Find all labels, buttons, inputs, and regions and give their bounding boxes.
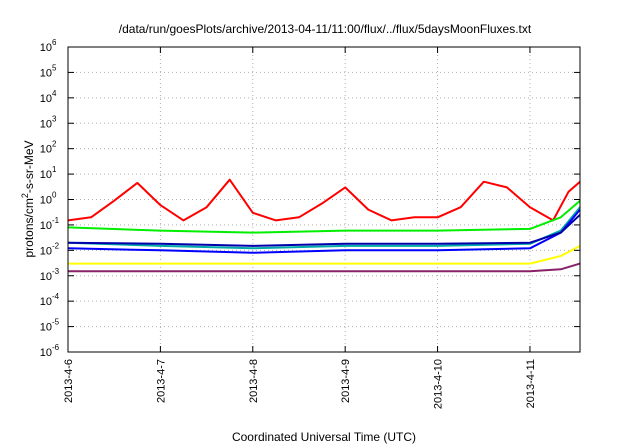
y-tick-base: 10 [40, 347, 52, 359]
y-tick-exponent: 1 [52, 165, 57, 174]
y-tick-label: 10 [40, 322, 52, 334]
y-tick-label: 10 [40, 220, 52, 232]
y-tick-base: 10 [40, 245, 52, 257]
y-tick-base: 10 [40, 220, 52, 232]
y-tick-base: 10 [40, 144, 52, 156]
y-tick-exponent: 4 [52, 89, 57, 98]
y-tick-label: 10 [40, 271, 52, 283]
y-tick-label: 10 [40, 347, 52, 359]
x-axis-label: Coordinated Universal Time (UTC) [232, 430, 416, 444]
series-line-1 [67, 178, 581, 222]
y-tick-label: 10 [40, 144, 52, 156]
y-tick-exponent: 0 [52, 191, 57, 200]
y-tick-label: 10 [40, 67, 52, 79]
y-tick-exponent: 5 [52, 63, 57, 72]
y-tick-label: 10 [40, 296, 52, 308]
y-tick-label: 10 [40, 169, 52, 181]
y-axis-label-prefix: protons/cm [22, 198, 36, 257]
y-tick-base: 10 [40, 93, 52, 105]
y-tick-label: 10 [40, 42, 52, 54]
axis-ticks [67, 46, 580, 353]
y-tick-label: 10 [40, 195, 52, 207]
y-tick-base: 10 [40, 195, 52, 207]
y-tick-base: 10 [40, 322, 52, 334]
y-tick-label: 10 [40, 93, 52, 105]
y-tick-base: 10 [40, 42, 52, 54]
series-line-7 [68, 262, 581, 273]
y-axis-label: protons/cm2-s-sr-MeV [20, 140, 36, 257]
y-tick-label: 10 [40, 118, 52, 130]
x-tick-label: 2013-4-9 [340, 359, 352, 403]
series-line-2 [67, 199, 581, 234]
series-line-5 [67, 214, 581, 247]
y-tick-exponent: 2 [52, 140, 57, 149]
x-tick-labels: 2013-4-6 2013-4-7 2013-4-8 2013-4-9 2013-4-1… [63, 359, 537, 409]
y-tick-exponent: 3 [52, 114, 57, 123]
y-tick-exponent: -6 [52, 343, 60, 352]
x-tick-label: 2013-4-7 [155, 359, 167, 403]
x-tick-label: 2013-4-8 [248, 359, 260, 403]
y-axis-label-suffix: -s-sr-MeV [22, 140, 36, 193]
y-tick-base: 10 [40, 67, 52, 79]
x-tick-label: 2013-4-6 [63, 359, 75, 403]
y-tick-exponent: -3 [52, 267, 60, 276]
y-tick-labels: 10 -610 -510 -410 -310 -210 -110 010 110 210 310 41… [40, 38, 60, 359]
series-line-6 [68, 245, 581, 265]
chart-title: /data/run/goesPlots/archive/2013-04-11/1… [119, 22, 532, 36]
y-tick-base: 10 [40, 169, 52, 181]
x-tick-label: 2013-4-11 [525, 359, 537, 408]
x-tick-label: 2013-4-10 [433, 359, 445, 409]
series-layer [67, 178, 581, 273]
y-tick-exponent: -1 [52, 216, 60, 225]
series-line-3 [67, 206, 581, 250]
y-tick-exponent: -4 [52, 292, 60, 301]
y-tick-base: 10 [40, 296, 52, 308]
y-tick-exponent: -2 [52, 241, 60, 250]
y-tick-base: 10 [40, 118, 52, 130]
y-tick-exponent: 6 [52, 38, 57, 47]
y-tick-exponent: -5 [52, 318, 60, 327]
y-tick-base: 10 [40, 271, 52, 283]
y-tick-label: 10 [40, 245, 52, 257]
y-axis-label-sup: 2 [20, 193, 30, 198]
